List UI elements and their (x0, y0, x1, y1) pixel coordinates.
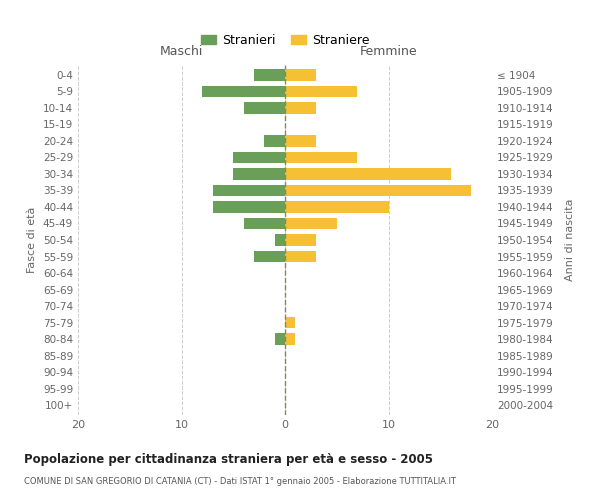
Bar (275, 334, 285, 345)
Bar (244, 102, 285, 114)
Bar (265, 135, 285, 146)
Bar (212, 201, 285, 213)
Bar (233, 168, 285, 179)
Bar (285, 69, 316, 80)
Bar (285, 234, 316, 246)
Legend: Stranieri, Straniere: Stranieri, Straniere (196, 29, 374, 52)
Bar (244, 218, 285, 230)
Y-axis label: Anni di nascita: Anni di nascita (565, 198, 575, 281)
Text: Maschi: Maschi (160, 45, 203, 58)
Text: COMUNE DI SAN GREGORIO DI CATANIA (CT) - Dati ISTAT 1° gennaio 2005 - Elaborazio: COMUNE DI SAN GREGORIO DI CATANIA (CT) -… (24, 478, 456, 486)
Text: Popolazione per cittadinanza straniera per età e sesso - 2005: Popolazione per cittadinanza straniera p… (24, 452, 433, 466)
Bar (254, 250, 285, 262)
Bar (285, 86, 358, 97)
Bar (285, 184, 472, 196)
Bar (275, 234, 285, 246)
Bar (212, 184, 285, 196)
Bar (285, 334, 295, 345)
Bar (202, 86, 285, 97)
Bar (285, 152, 358, 163)
Bar (233, 152, 285, 163)
Bar (285, 218, 337, 230)
Bar (285, 168, 451, 179)
Bar (285, 201, 389, 213)
Bar (285, 102, 316, 114)
Bar (285, 250, 316, 262)
Text: Femmine: Femmine (359, 45, 418, 58)
Bar (285, 317, 295, 328)
Y-axis label: Fasce di età: Fasce di età (28, 207, 37, 273)
Bar (254, 69, 285, 80)
Bar (285, 135, 316, 146)
